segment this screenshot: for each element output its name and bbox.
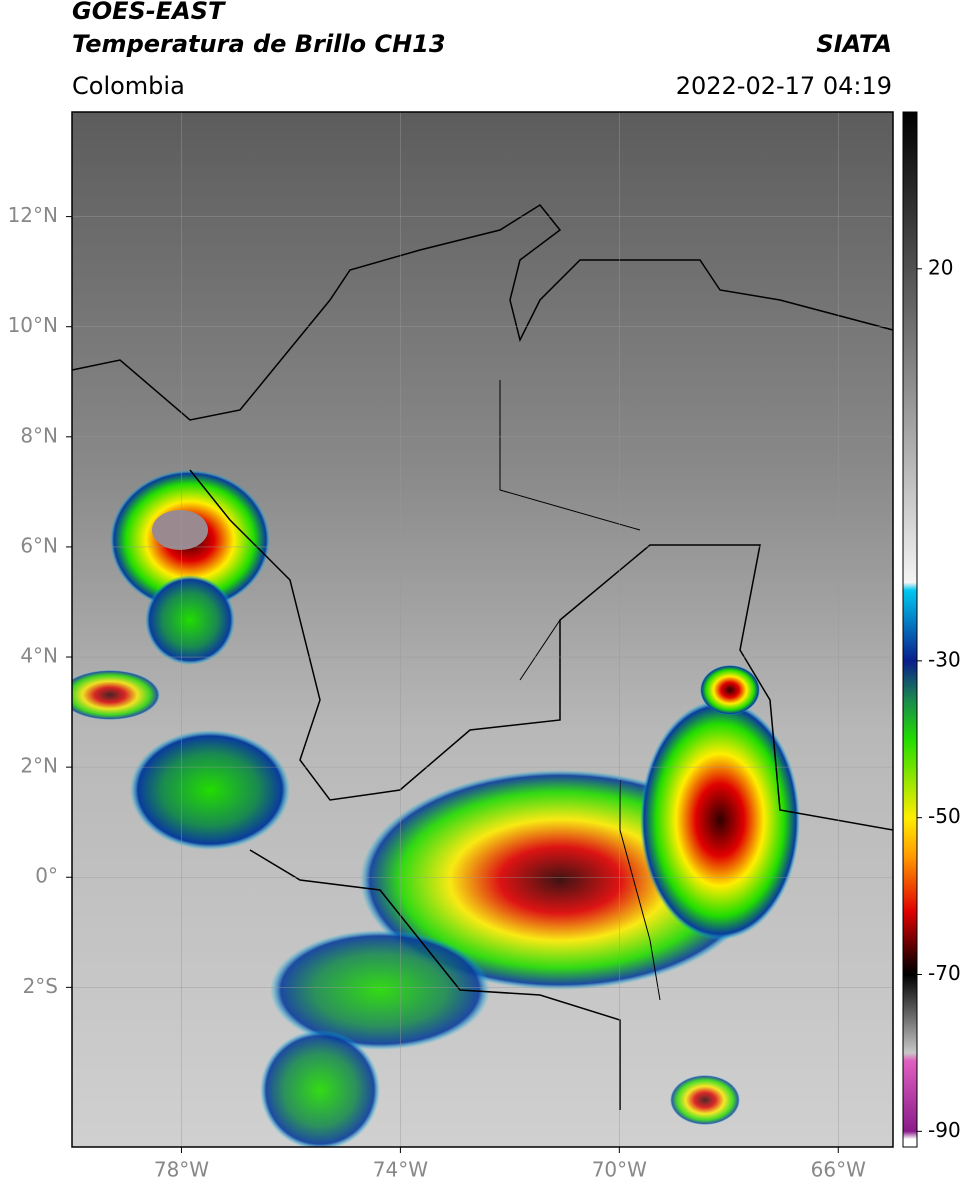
colorbar-tick-label: -90 (928, 1118, 961, 1142)
colorbar-tick-label: -30 (928, 647, 961, 671)
x-tick-label: 66°W (811, 1158, 866, 1182)
y-tick-label: 2°S (23, 974, 58, 998)
region: Colombia (72, 72, 185, 100)
y-tick-label: 10°N (8, 313, 58, 337)
y-tick-label: 12°N (8, 203, 58, 227)
timestamp: 2022-02-17 04:19 (676, 72, 892, 100)
subtitle: Temperatura de Brillo CH13 (72, 30, 446, 58)
colorbar-tick-label: -70 (928, 961, 961, 985)
map-frame (71, 111, 894, 1148)
colorbar-tick-label: 20 (928, 255, 953, 279)
satellite-image (72, 112, 893, 1147)
x-tick-label: 74°W (373, 1158, 428, 1182)
x-tick-label: 78°W (154, 1158, 209, 1182)
colorbar (902, 111, 918, 1148)
y-tick-label: 6°N (20, 533, 58, 557)
title: GOES-EAST (72, 0, 226, 25)
colorbar-tick-label: -50 (928, 804, 961, 828)
y-tick-label: 4°N (20, 644, 58, 668)
y-tick-label: 2°N (20, 754, 58, 778)
y-tick-label: 0° (35, 864, 58, 888)
y-tick-label: 8°N (20, 423, 58, 447)
x-tick-label: 70°W (592, 1158, 647, 1182)
source: SIATA (816, 30, 892, 58)
